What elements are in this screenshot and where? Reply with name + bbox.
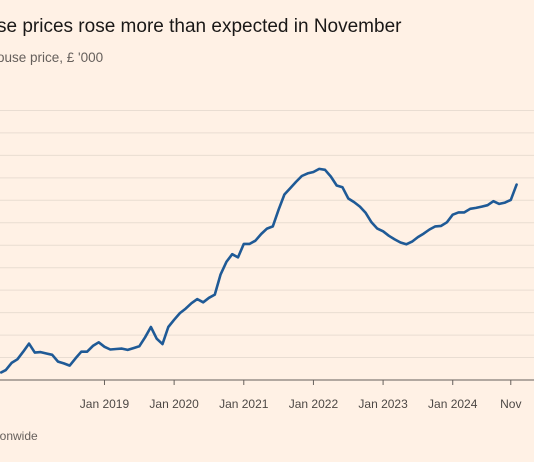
chart-subtitle: ouse price, £ '000: [0, 50, 104, 65]
chart-title: se prices rose more than expected in Nov…: [0, 16, 402, 37]
x-tick-label: Jan 2022: [289, 397, 339, 411]
x-tick-label: Nov: [500, 397, 521, 411]
x-tick-label: Jan 2023: [358, 397, 408, 411]
x-tick-label: Jan 2021: [219, 397, 269, 411]
chart-source: ionwide: [0, 429, 38, 443]
x-tick-label: Jan 2019: [80, 397, 130, 411]
x-tick-label: Jan 2020: [149, 397, 199, 411]
x-tick-label: Jan 2024: [428, 397, 478, 411]
series-line: [0, 167, 518, 374]
